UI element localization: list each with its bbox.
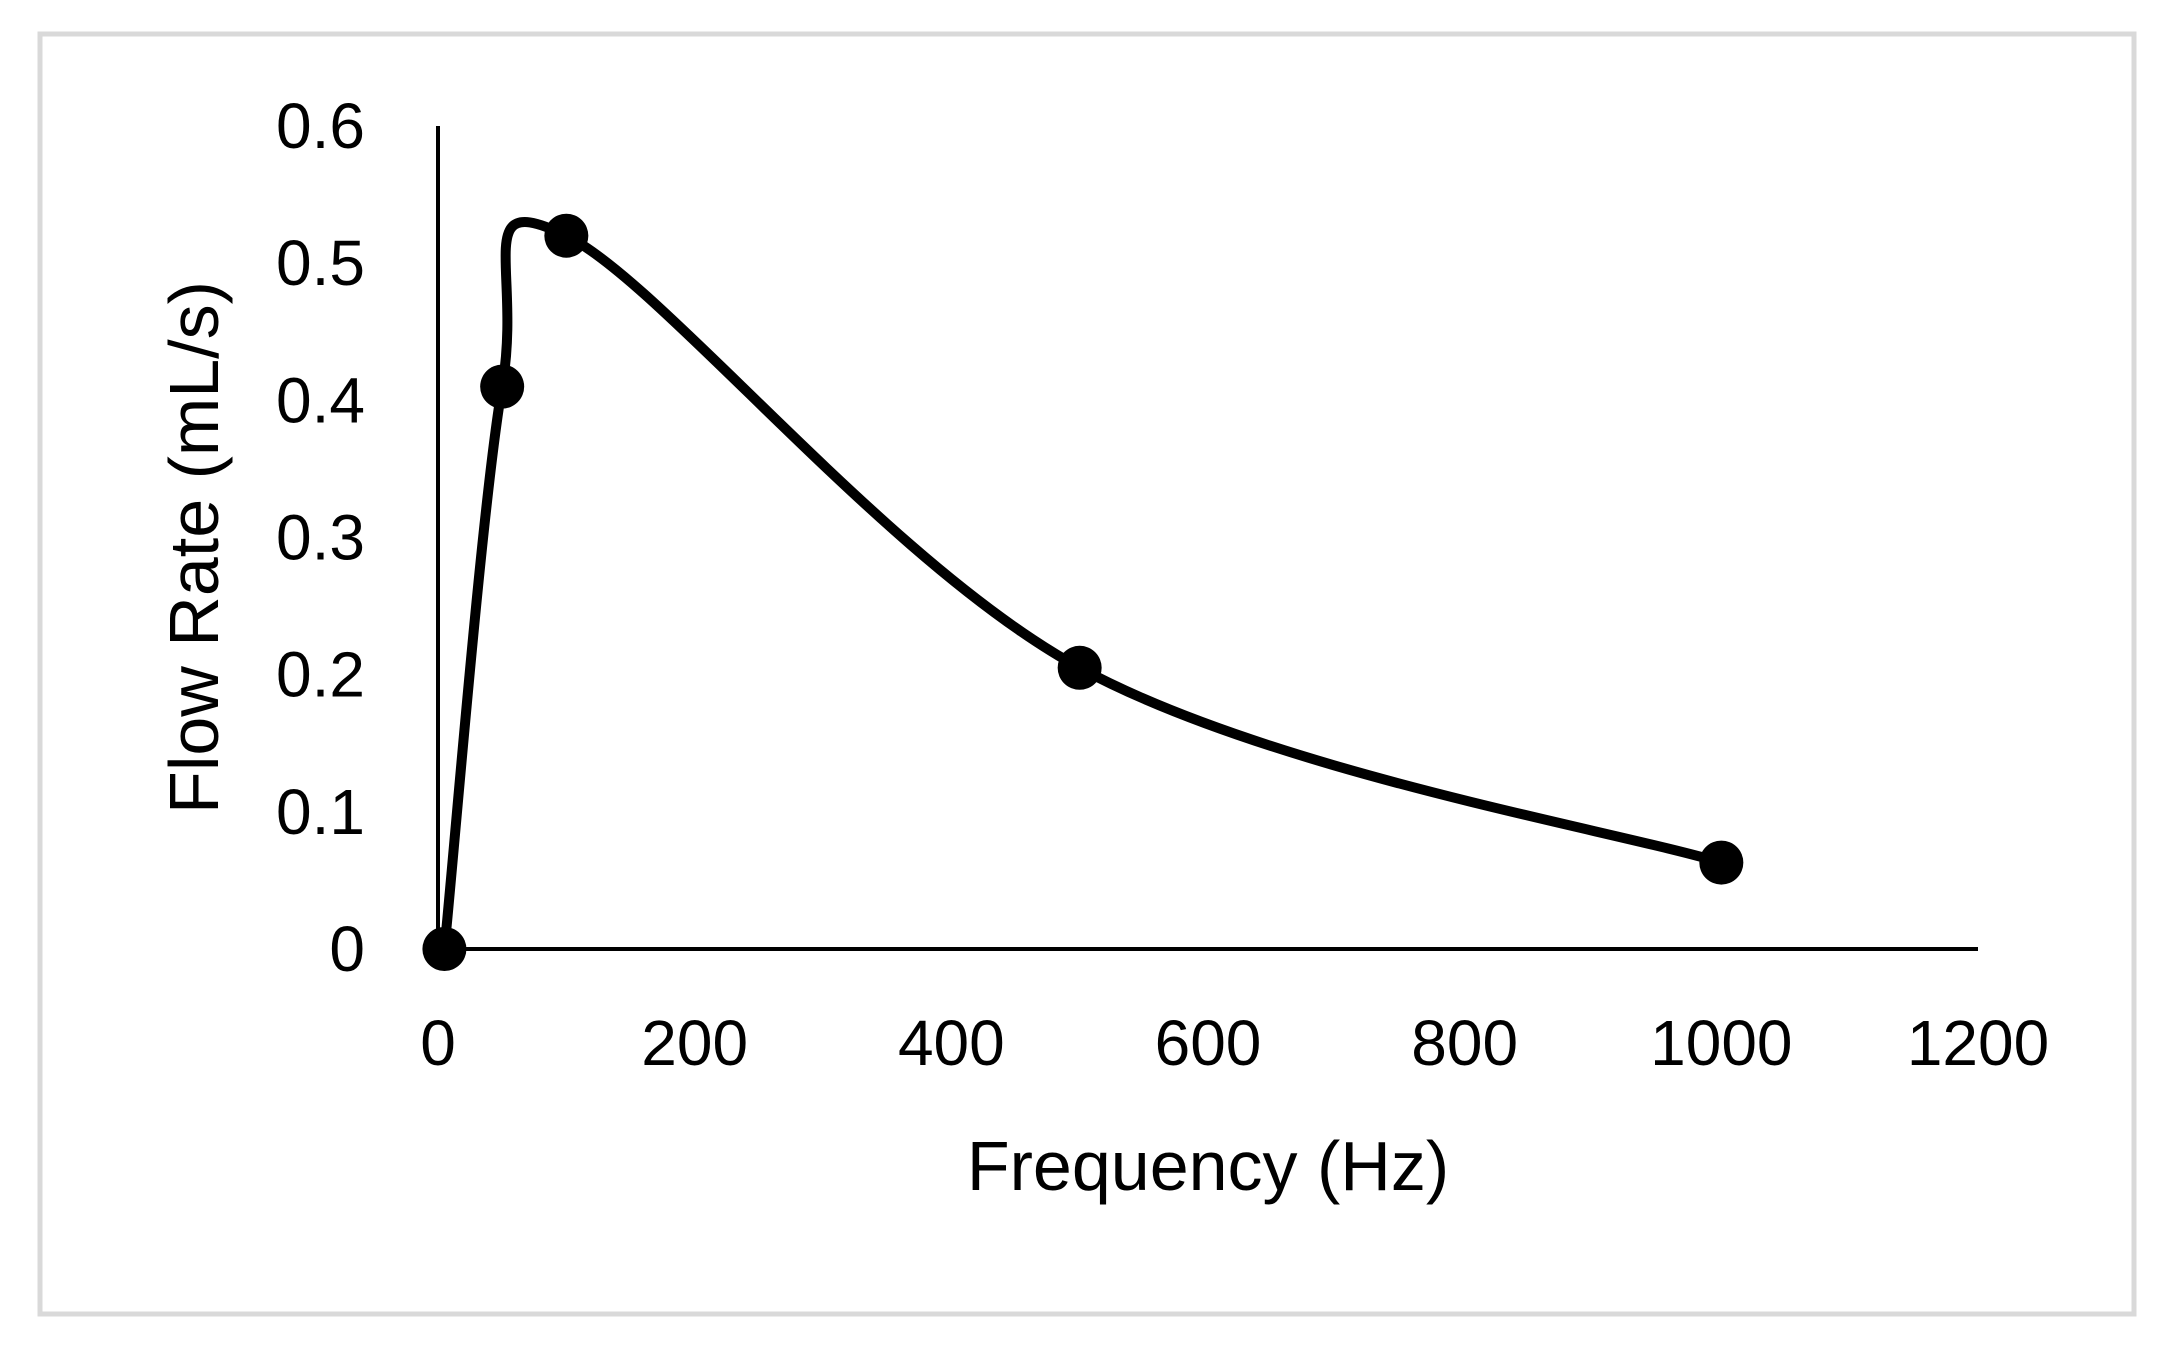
x-tick-label: 800 bbox=[1411, 1007, 1518, 1079]
x-tick-label: 1200 bbox=[1907, 1007, 2049, 1079]
x-tick-label: 600 bbox=[1155, 1007, 1262, 1079]
x-tick-label: 400 bbox=[898, 1007, 1005, 1079]
x-tick-label: 1000 bbox=[1650, 1007, 1792, 1079]
y-tick-label: 0.2 bbox=[276, 639, 365, 711]
y-tick-label: 0.1 bbox=[276, 776, 365, 848]
y-tick-label: 0.4 bbox=[276, 364, 365, 436]
data-point-marker bbox=[1699, 840, 1744, 885]
x-tick-labels: 0 200 400 600 800 1000 1200 bbox=[420, 1007, 2049, 1079]
series-lines bbox=[439, 217, 1727, 954]
y-tick-label: 0.5 bbox=[276, 227, 365, 299]
x-tick-label: 0 bbox=[420, 1007, 456, 1079]
x-tick-label: 200 bbox=[641, 1007, 748, 1079]
x-axis-title: Frequency (Hz) bbox=[967, 1127, 1449, 1205]
y-tick-labels: 0 0.1 0.2 0.3 0.4 0.5 0.6 bbox=[276, 90, 365, 985]
y-tick-label: 0.3 bbox=[276, 502, 365, 574]
data-points bbox=[422, 213, 1744, 971]
series-line bbox=[439, 217, 1727, 954]
y-tick-label: 0 bbox=[329, 913, 365, 985]
data-point-marker bbox=[422, 927, 467, 971]
data-point-marker bbox=[1057, 645, 1102, 690]
data-point-marker bbox=[544, 213, 589, 258]
y-axis-title: Flow Rate (mL/s) bbox=[155, 281, 233, 814]
data-point-marker bbox=[480, 364, 525, 409]
y-tick-label: 0.6 bbox=[276, 90, 365, 162]
